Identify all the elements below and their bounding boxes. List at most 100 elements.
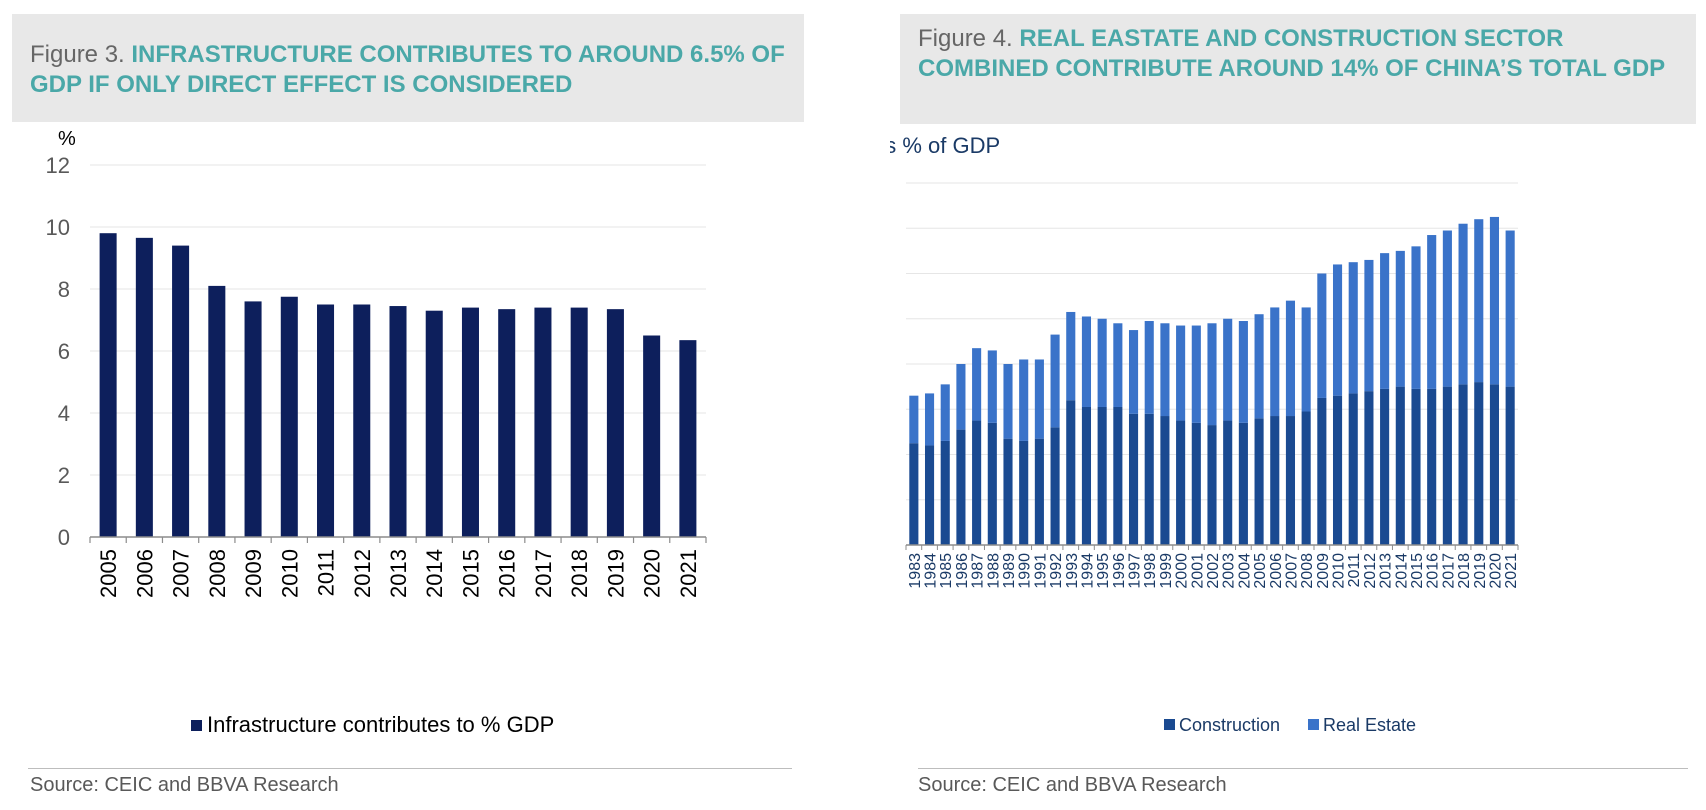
bar-realestate-2007 — [1285, 300, 1296, 417]
bar-realestate-2017 — [1442, 230, 1452, 387]
bar-realestate-2005 — [1254, 314, 1264, 419]
x-tick-label: 2004 — [1236, 553, 1253, 589]
x-tick-label: 2015 — [458, 549, 483, 598]
x-tick-label: 2012 — [1362, 553, 1379, 589]
x-tick-label: 1992 — [1048, 553, 1065, 589]
x-tick-label: 1985 — [938, 553, 955, 589]
bar-realestate-2004 — [1238, 321, 1248, 423]
bar-realestate-1998 — [1144, 321, 1154, 414]
bar-construction-1993 — [1066, 400, 1076, 545]
x-tick-label: 2017 — [531, 549, 556, 598]
x-tick-label: 1989 — [1001, 553, 1018, 589]
figure-4-title: REAL EASTATE AND CONSTRUCTION SECTOR COM… — [918, 25, 1666, 82]
bar-realestate-2016 — [1427, 235, 1437, 389]
bar-construction-2010 — [1332, 395, 1343, 545]
figure-3-label: Figure 3. — [30, 41, 132, 68]
legend-swatch-construction — [1164, 719, 1175, 730]
x-tick-label: 1990 — [1017, 553, 1034, 589]
bar-construction-2006 — [1270, 416, 1280, 545]
figure-4-label: Figure 4. — [918, 25, 1020, 52]
x-tick-label: 1993 — [1064, 553, 1081, 589]
bar-2014 — [425, 310, 443, 537]
figure-3-source-rule — [28, 768, 792, 769]
x-tick-label: 2021 — [676, 549, 701, 598]
bar-construction-2005 — [1254, 418, 1264, 545]
bar-realestate-1991 — [1034, 359, 1044, 439]
x-tick-label: 1988 — [985, 553, 1002, 589]
x-tick-label: 1999 — [1158, 553, 1175, 589]
bar-construction-1990 — [1019, 440, 1029, 545]
bar-construction-1992 — [1050, 427, 1060, 545]
x-tick-label: 2013 — [386, 549, 411, 598]
x-tick-label: 1996 — [1111, 553, 1128, 589]
bar-2009 — [244, 301, 262, 537]
x-tick-label: 2015 — [1409, 553, 1426, 589]
bar-construction-2000 — [1176, 420, 1186, 545]
bar-2011 — [317, 304, 335, 537]
bar-construction-1999 — [1160, 416, 1170, 545]
bar-2015 — [461, 307, 479, 537]
figure-4-panel: Figure 4. REAL EASTATE AND CONSTRUCTION … — [890, 0, 1706, 810]
bar-realestate-2012 — [1364, 259, 1374, 392]
x-tick-label: 1994 — [1079, 553, 1096, 589]
bar-realestate-2008 — [1301, 307, 1311, 412]
bar-2006 — [135, 237, 153, 537]
bar-realestate-2014 — [1395, 250, 1405, 387]
bar-2016 — [498, 309, 516, 537]
y-tick-label: 0 — [58, 525, 70, 550]
bar-construction-1996 — [1113, 406, 1123, 545]
x-tick-label: 2009 — [241, 549, 266, 598]
bar-construction-2008 — [1301, 411, 1311, 545]
x-tick-label: 1995 — [1095, 553, 1112, 589]
bar-construction-1991 — [1034, 438, 1044, 545]
bar-realestate-1985 — [940, 384, 950, 441]
construction-realestate-stacked-chart: 0246810121416as % of GDP1983198419851986… — [890, 133, 1520, 735]
y-axis-label: % — [58, 128, 76, 150]
y-tick-label: 12 — [46, 153, 70, 178]
bar-construction-1989 — [1003, 438, 1013, 545]
bar-realestate-2019 — [1474, 219, 1484, 383]
bar-construction-2017 — [1442, 386, 1452, 545]
legend-swatch-infrastructure — [191, 720, 202, 731]
x-tick-label: 2001 — [1189, 553, 1206, 589]
bar-2012 — [353, 304, 371, 537]
x-tick-label: 2012 — [350, 549, 375, 598]
x-tick-label: 2020 — [1487, 553, 1504, 589]
bar-construction-2019 — [1474, 382, 1484, 545]
bar-realestate-1983 — [909, 395, 919, 444]
bar-construction-2014 — [1395, 386, 1405, 545]
x-tick-label: 2010 — [277, 549, 302, 598]
bar-construction-2012 — [1364, 391, 1374, 545]
x-tick-label: 2006 — [1268, 553, 1285, 589]
bar-construction-2011 — [1348, 393, 1358, 545]
bar-realestate-2000 — [1176, 325, 1186, 421]
x-tick-label: 2003 — [1221, 553, 1238, 589]
x-tick-label: 2000 — [1174, 553, 1191, 589]
figure-4-source: Source: CEIC and BBVA Research — [918, 774, 1227, 796]
y-axis-label: as % of GDP — [890, 133, 1000, 158]
figure-3-source: Source: CEIC and BBVA Research — [30, 774, 339, 796]
bar-construction-1988 — [987, 422, 997, 545]
x-tick-label: 1983 — [907, 553, 924, 589]
x-tick-label: 2007 — [1283, 553, 1300, 589]
y-tick-label: 8 — [58, 277, 70, 302]
bar-realestate-1993 — [1066, 311, 1076, 401]
bar-construction-2009 — [1317, 397, 1327, 545]
bar-realestate-1986 — [956, 364, 966, 430]
bar-realestate-2013 — [1380, 253, 1390, 389]
bar-realestate-2018 — [1458, 223, 1468, 385]
x-tick-label: 2007 — [169, 549, 194, 598]
bar-realestate-1999 — [1160, 323, 1170, 417]
bar-2013 — [389, 306, 407, 537]
x-tick-label: 2011 — [1346, 553, 1363, 588]
bar-realestate-2015 — [1411, 246, 1421, 389]
figure-3-header: Figure 3. INFRASTRUCTURE CONTRIBUTES TO … — [12, 14, 804, 122]
bar-construction-2015 — [1411, 388, 1421, 545]
y-tick-label: 2 — [58, 463, 70, 488]
legend-label-infrastructure: Infrastructure contributes to % GDP — [207, 712, 554, 737]
bar-2021 — [679, 340, 697, 537]
x-tick-label: 2009 — [1315, 553, 1332, 589]
y-tick-label: 6 — [58, 339, 70, 364]
x-tick-label: 2018 — [567, 549, 592, 598]
bar-2010 — [280, 296, 298, 537]
